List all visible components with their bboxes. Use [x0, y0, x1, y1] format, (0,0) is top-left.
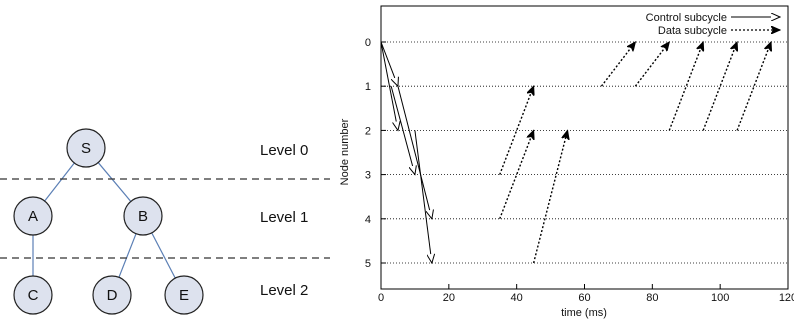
tree-node-c: C: [13, 275, 53, 315]
x-axis-title: time (ms): [561, 307, 607, 319]
data-arrow-5: [668, 42, 703, 131]
control-arrow-1: [380, 41, 398, 130]
node-label: S: [81, 140, 91, 157]
node-label: D: [107, 287, 118, 304]
legend-data-label: Data subcycle: [658, 25, 727, 37]
node-label: E: [179, 287, 189, 304]
y-tick-label-5: 5: [365, 258, 371, 270]
chart-legend: Control subcycle Data subcycle: [646, 12, 780, 37]
node-circle: [66, 128, 106, 168]
tree-node-s: S: [66, 128, 106, 168]
control-arrow-4: [414, 130, 432, 263]
plot-frame: [380, 5, 789, 290]
tree-node-e: E: [164, 275, 204, 315]
chart-arrows: [380, 41, 771, 264]
node-label: A: [28, 208, 38, 225]
tree-diagram: S A B C D E Level 0 Level 1 Level 2: [0, 128, 330, 315]
data-arrow-3: [600, 42, 635, 87]
chart-gridlines: [381, 41, 788, 264]
node-circle: [123, 196, 163, 236]
y-tick-label-3: 3: [365, 170, 371, 182]
tree-edge-b-e: [151, 232, 176, 279]
x-tick-label-0: 0: [378, 292, 384, 304]
tree-edge-s-b: [97, 162, 132, 202]
series-data: [499, 42, 771, 264]
y-tick-label-4: 4: [365, 214, 371, 226]
level-0-label: Level 0: [260, 142, 308, 159]
tree-nodes: S A B C D E: [13, 128, 204, 315]
legend-control-label: Control subcycle: [646, 12, 727, 24]
y-tick-label-2: 2: [365, 125, 371, 137]
level-1-label: Level 1: [260, 209, 308, 226]
tree-node-d: D: [92, 275, 132, 315]
x-tick-label-40: 40: [511, 292, 523, 304]
timing-chart: 0 20 40 60 80 100 120 0 1 2 3 4 5 time (ms) Node nu…: [339, 5, 794, 319]
y-tick-label-1: 1: [365, 81, 371, 93]
control-arrow-3: [397, 86, 432, 219]
node-label: B: [138, 208, 148, 225]
x-tick-label-100: 100: [711, 292, 729, 304]
y-axis-ticks: 0 1 2 3 4 5: [365, 37, 386, 270]
y-tick-label-0: 0: [365, 37, 371, 49]
control-arrow-0: [380, 41, 398, 86]
data-arrow-2: [532, 130, 568, 264]
data-arrow-4: [634, 42, 669, 87]
tree-edge-s-a: [44, 162, 75, 202]
y-axis-title: Node number: [339, 118, 351, 185]
node-circle: [13, 196, 53, 236]
tree-edges: [32, 162, 176, 279]
tree-node-a: A: [13, 196, 53, 236]
tree-edge-b-d: [118, 233, 137, 278]
node-circle: [92, 275, 132, 315]
x-tick-label-20: 20: [443, 292, 455, 304]
control-arrow-2: [390, 86, 415, 174]
node-circle: [164, 275, 204, 315]
x-axis-ticks: 0 20 40 60 80 100 120: [378, 284, 794, 304]
node-circle: [13, 275, 53, 315]
node-label: C: [28, 287, 39, 304]
x-tick-label-80: 80: [646, 292, 658, 304]
series-control: [380, 41, 432, 263]
tree-node-b: B: [123, 196, 163, 236]
x-tick-label-120: 120: [779, 292, 794, 304]
x-tick-label-60: 60: [578, 292, 590, 304]
level-2-label: Level 2: [260, 282, 308, 299]
